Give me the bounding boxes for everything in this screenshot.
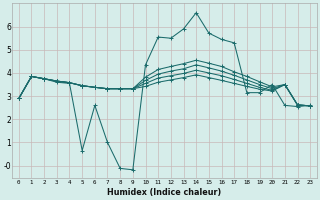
X-axis label: Humidex (Indice chaleur): Humidex (Indice chaleur) <box>108 188 222 197</box>
